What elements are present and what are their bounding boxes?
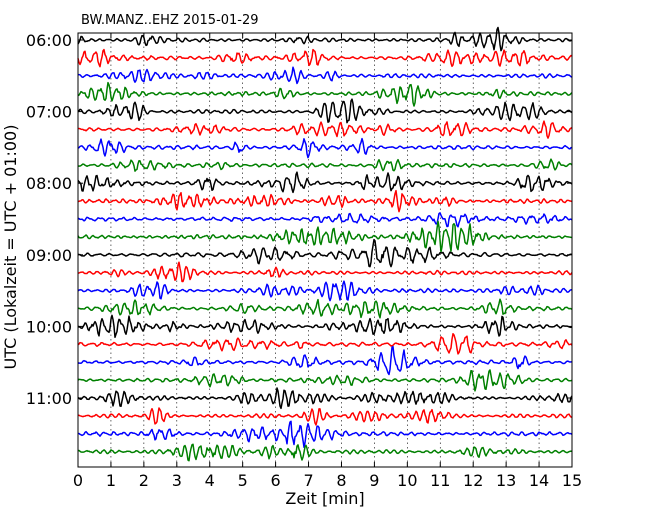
seismic-trace [77, 333, 573, 355]
seismic-trace [77, 120, 573, 139]
seismic-trace [77, 387, 573, 410]
seismic-trace [77, 238, 573, 268]
seismic-trace [77, 137, 573, 159]
y-tick-label: 09:00 [26, 246, 72, 265]
x-tick-label: 4 [205, 471, 215, 490]
x-tick-label: 7 [303, 471, 313, 490]
x-tick-label: 1 [106, 471, 116, 490]
seismic-trace [77, 171, 573, 194]
chart-title: BW.MANZ..EHZ 2015-01-29 [81, 13, 259, 28]
seismic-trace [77, 98, 573, 124]
x-axis-label: Zeit [min] [285, 489, 364, 508]
y-tick-label: 11:00 [26, 389, 72, 408]
seismic-trace [77, 298, 573, 319]
x-tick-label: 11 [430, 471, 450, 490]
seismic-trace [77, 189, 573, 213]
seismic-trace [77, 261, 573, 283]
plot-frame [77, 32, 573, 468]
x-tick-label: 8 [336, 471, 346, 490]
seismic-trace [77, 158, 573, 172]
x-tick-label: 3 [172, 471, 182, 490]
seismic-trace [77, 48, 573, 68]
x-tick-label: 5 [238, 471, 248, 490]
y-tick-label: 08:00 [26, 174, 72, 193]
x-tick-label: 15 [562, 471, 582, 490]
x-tick-label: 2 [139, 471, 149, 490]
seismic-trace [77, 443, 573, 462]
y-axis-ticks: 06:00 07:00 08:00 09:00 10:00 11:00 [26, 31, 572, 408]
x-tick-label: 13 [496, 471, 516, 490]
traces [77, 26, 573, 462]
seismic-trace [77, 220, 573, 253]
seismic-trace [77, 420, 573, 448]
seismic-trace [77, 26, 573, 52]
y-axis-label: UTC (Lokalzeit = UTC + 01:00) [1, 125, 20, 370]
grid-lines [110, 33, 540, 467]
x-tick-label: 10 [397, 471, 417, 490]
x-tick-label: 9 [369, 471, 379, 490]
x-tick-label: 14 [529, 471, 549, 490]
y-tick-label: 10:00 [26, 317, 72, 336]
seismic-trace [77, 345, 573, 376]
seismic-trace [77, 212, 573, 228]
x-tick-label: 6 [271, 471, 281, 490]
seismic-trace [77, 280, 573, 302]
y-tick-label: 07:00 [26, 103, 72, 122]
seismic-trace [77, 81, 573, 107]
y-tick-label: 06:00 [26, 31, 72, 50]
x-tick-label: 12 [463, 471, 483, 490]
x-tick-label: 0 [73, 471, 83, 490]
seismic-trace [77, 314, 573, 339]
x-axis-ticks: 0 1 2 3 4 5 6 7 8 9 10 11 12 13 14 15 [73, 33, 582, 490]
seismic-trace [77, 369, 573, 392]
seismic-trace [77, 66, 573, 85]
seismic-trace [77, 407, 573, 426]
